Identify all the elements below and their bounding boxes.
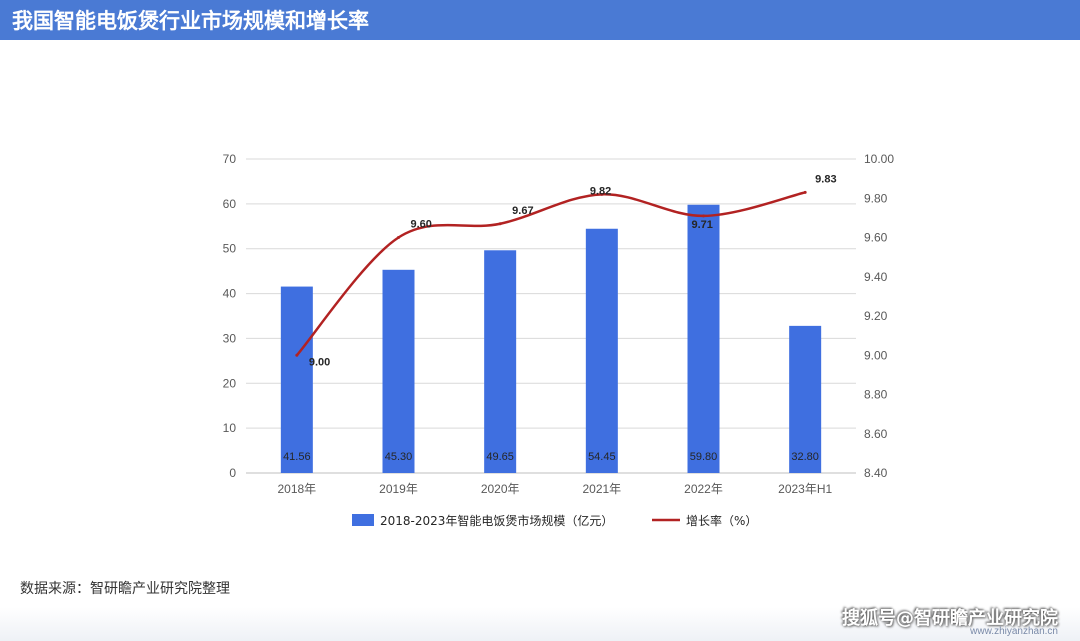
y-left-tick-label: 50 [223,242,237,256]
y-right-tick-label: 8.60 [864,427,888,441]
page-title: 我国智能电饭煲行业市场规模和增长率 [12,9,369,33]
y-left-tick-label: 70 [223,152,237,166]
bar-data-label: 32.80 [791,451,819,463]
x-tick-label: 2018年 [277,482,316,496]
bar-data-label: 59.80 [690,451,718,463]
bar-data-label: 54.45 [588,451,616,463]
line-point [397,236,400,239]
y-right-tick-label: 8.40 [864,466,888,480]
legend-line-label: 增长率（%） [686,513,757,528]
bar-data-label: 41.56 [283,451,311,463]
data-source-note: 数据来源：智研瞻产业研究院整理 [20,581,230,597]
bottom-band [0,607,1080,641]
watermark-text: 搜狐号@智研瞻产业研究院 [842,608,1058,629]
y-left-tick-label: 30 [223,331,237,345]
line-point [803,190,807,194]
bar-data-label: 45.30 [385,451,413,463]
line-point [295,353,299,357]
y-right-tick-label: 9.20 [864,309,888,323]
bar [789,325,822,473]
x-tick-label: 2023年H1 [778,482,832,496]
line-data-label: 9.60 [411,219,432,231]
legend-bar-swatch [352,514,374,526]
line-data-label: 9.71 [692,219,713,231]
bar [382,269,415,473]
x-tick-label: 2022年 [684,482,723,496]
bar [484,250,517,473]
line-data-label: 9.00 [309,356,330,368]
line-point [600,192,604,196]
x-tick-label: 2019年 [379,482,418,496]
y-left-tick-label: 0 [229,466,236,480]
bar-data-label: 49.65 [486,451,514,463]
bar [585,228,618,473]
line-data-label: 9.67 [512,205,533,217]
y-left-tick-label: 20 [223,376,237,390]
y-right-tick-label: 10.00 [864,152,894,166]
bar [687,204,720,474]
line-data-label: 9.83 [815,173,836,185]
legend-bar-label: 2018-2023年智能电饭煲市场规模（亿元） [380,513,613,528]
bar [280,286,313,473]
y-left-tick-label: 40 [223,287,237,301]
line-point [702,214,705,218]
y-right-tick-label: 9.40 [864,270,888,284]
x-tick-label: 2020年 [481,482,520,496]
x-tick-label: 2021年 [582,482,621,496]
y-right-tick-label: 9.60 [864,231,888,245]
y-left-tick-label: 10 [223,421,237,435]
growth-rate-line [295,191,806,357]
watermark-site: www.zhiyanzhan.cn [970,626,1058,637]
line-point [498,222,502,226]
y-right-tick-label: 8.80 [864,388,888,402]
title-bar: 我国智能电饭煲行业市场规模和增长率 [0,0,1080,40]
y-right-tick-label: 9.00 [864,348,888,362]
line-data-label: 9.82 [590,185,611,197]
combo-chart: 0 10 20 30 40 50 60 70 8.40 8.60 8.80 9.00 9.20 9.40 9… [223,152,895,528]
y-left-tick-label: 60 [223,197,237,211]
y-right-tick-label: 9.80 [864,191,888,205]
